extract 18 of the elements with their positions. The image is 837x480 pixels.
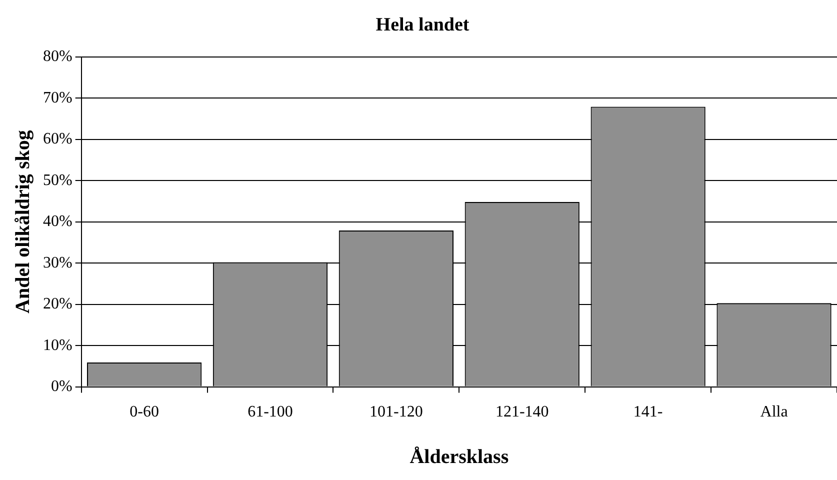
y-tick-label: 60%	[43, 130, 72, 148]
y-tick-label: 70%	[43, 89, 72, 106]
y-tick-label: 30%	[43, 254, 72, 272]
x-tick-label: 121-140	[495, 404, 549, 421]
x-tick-label: 0-60	[130, 404, 159, 421]
x-tick-label: 101-120	[370, 404, 423, 421]
y-tick-label: 10%	[43, 336, 72, 354]
y-tick-label: 40%	[43, 213, 72, 230]
y-tick-label: 20%	[43, 296, 72, 313]
y-axis-title: Andel olikåldrig skog	[12, 130, 34, 314]
x-axis-title: Åldersklass	[410, 446, 509, 468]
chart-title: Hela landet	[376, 14, 470, 36]
y-tick-label: 0%	[51, 378, 72, 396]
x-tick-label: Alla	[760, 404, 788, 421]
y-tick-label: 50%	[43, 172, 72, 189]
x-tick-label: 61-100	[248, 404, 293, 421]
y-tick-label: 80%	[43, 48, 72, 66]
x-tick-label: 141-	[633, 404, 663, 421]
